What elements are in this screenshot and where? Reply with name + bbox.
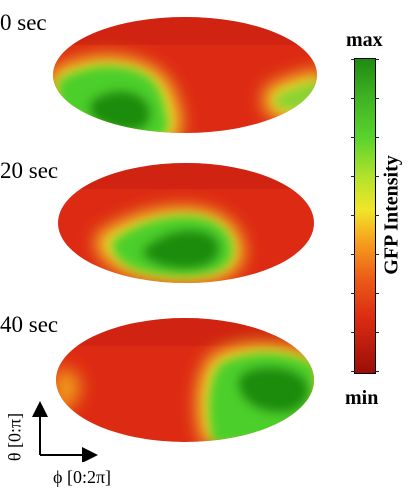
colorbar-title: GFP Intensity <box>380 155 403 275</box>
colorbar-tick <box>375 215 379 216</box>
colorbar-tick <box>375 371 379 372</box>
gfp-map-40sec <box>56 318 314 442</box>
colorbar-tick <box>375 293 379 294</box>
colorbar-tick <box>375 59 379 60</box>
colorbar-tick <box>375 137 379 138</box>
colorbar-tick <box>351 137 355 138</box>
colorbar-tick <box>351 293 355 294</box>
gfp-map-0sec <box>53 17 317 133</box>
colorbar-tick <box>351 371 355 372</box>
theta-axis-label: θ [0:π] <box>4 412 25 462</box>
phi-axis-label: ϕ [0:2π] <box>53 467 112 487</box>
colorbar-tick <box>375 98 379 99</box>
colorbar-tick <box>351 215 355 216</box>
gfp-map-20sec <box>58 163 314 283</box>
colorbar-tick <box>351 332 355 333</box>
colorbar-tick <box>375 254 379 255</box>
time-label-0sec: 0 sec <box>0 10 47 35</box>
colorbar-tick <box>351 254 355 255</box>
axes-indicator <box>32 401 98 462</box>
colorbar-tick <box>351 98 355 99</box>
colorbar-max-label: max <box>346 29 383 51</box>
colorbar-tick <box>375 176 379 177</box>
time-label-40sec: 40 sec <box>0 312 59 337</box>
colorbar-tick <box>375 332 379 333</box>
gfp-colorbar <box>351 58 379 374</box>
colorbar-tick <box>351 59 355 60</box>
colorbar-min-label: min <box>345 387 379 409</box>
time-label-20sec: 20 sec <box>0 158 59 183</box>
colorbar-tick <box>351 176 355 177</box>
